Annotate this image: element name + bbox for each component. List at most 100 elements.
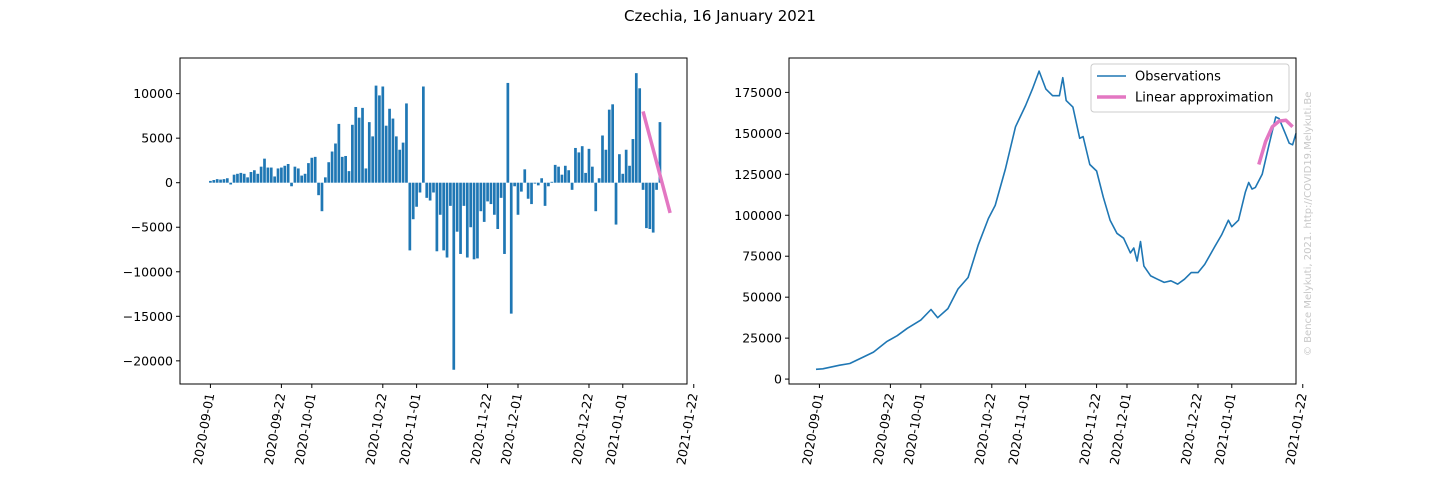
x-tick-label: 2020-12-01 — [498, 392, 525, 466]
bar — [567, 170, 571, 183]
y-tick-label: 75000 — [742, 249, 782, 264]
y-tick-label: 0 — [165, 175, 173, 190]
bar — [536, 182, 540, 186]
bar — [290, 182, 293, 187]
bar — [557, 166, 560, 183]
bar — [266, 167, 270, 183]
bar — [455, 182, 459, 232]
y-tick-label: 10000 — [133, 86, 173, 101]
bar — [465, 182, 469, 258]
bar — [591, 166, 594, 183]
bar — [469, 182, 473, 228]
x-tick-label: 2020-09-22 — [261, 392, 288, 466]
bar — [300, 175, 304, 183]
bar — [293, 166, 297, 183]
bar — [597, 178, 601, 183]
bar — [364, 168, 368, 183]
legend: Observations Linear approximation — [1090, 63, 1290, 113]
x-tick-label: 2020-11-01 — [396, 392, 423, 466]
bar — [330, 151, 334, 183]
bar — [347, 171, 351, 183]
approximation-line — [641, 110, 672, 214]
bar — [489, 182, 493, 205]
bar — [296, 168, 300, 183]
bar — [607, 109, 611, 183]
bar — [628, 165, 631, 183]
bar — [472, 182, 476, 260]
bar — [394, 136, 398, 183]
y-tick-label: −5000 — [131, 220, 173, 235]
figure-title: Czechia, 16 January 2021 — [624, 7, 816, 25]
y-tick-label: −15000 — [123, 309, 173, 324]
y-tick-label: 5000 — [141, 131, 173, 146]
bar — [604, 149, 608, 183]
bar — [506, 82, 510, 183]
bar — [320, 182, 324, 212]
bar — [303, 173, 307, 183]
bar — [570, 182, 574, 190]
bar — [337, 123, 341, 183]
bar — [438, 182, 442, 215]
bar — [283, 165, 287, 183]
y-tick-label: −10000 — [123, 264, 173, 279]
bar — [381, 86, 385, 183]
observations-line — [815, 70, 1297, 371]
bar — [462, 182, 466, 206]
bar — [323, 177, 327, 183]
bar — [658, 122, 662, 183]
bar — [273, 176, 276, 183]
bar — [492, 182, 496, 215]
x-tick-label: 2020-10-22 — [362, 392, 389, 466]
bar — [415, 182, 418, 207]
bar — [351, 124, 354, 183]
bar — [550, 181, 554, 183]
bar — [543, 182, 547, 206]
x-tick-label: 2021-01-01 — [602, 392, 629, 466]
bar — [655, 182, 658, 190]
legend-label: Observations — [1135, 70, 1221, 85]
bar — [246, 177, 249, 183]
bar — [547, 182, 550, 187]
bar — [239, 172, 243, 183]
bar — [354, 106, 358, 183]
plot-frame — [788, 57, 1297, 385]
bar — [269, 167, 273, 183]
bar — [391, 118, 395, 183]
bar — [263, 158, 266, 183]
y-tick-label: −20000 — [123, 353, 173, 368]
bar — [526, 182, 530, 199]
bar — [276, 168, 280, 183]
bar — [503, 182, 506, 254]
bar — [574, 147, 577, 183]
bar — [479, 182, 483, 212]
bar — [618, 154, 621, 183]
bar — [651, 182, 655, 233]
bar — [486, 182, 489, 202]
bar — [253, 170, 256, 183]
bar — [449, 182, 452, 206]
bar — [428, 182, 432, 201]
bar — [236, 173, 239, 183]
bar — [641, 182, 645, 190]
bar — [513, 182, 516, 187]
bar — [638, 88, 642, 183]
y-tick-label: 175000 — [734, 85, 782, 100]
legend-box — [1090, 63, 1290, 113]
bar — [222, 179, 226, 183]
bar — [432, 182, 435, 193]
bar — [422, 86, 425, 183]
bar — [621, 173, 625, 183]
bar — [601, 135, 604, 183]
bar — [445, 182, 449, 258]
bar — [496, 182, 500, 230]
bar — [614, 182, 618, 225]
bar — [374, 85, 378, 183]
bar — [624, 149, 628, 183]
bar — [594, 182, 598, 212]
bar — [344, 155, 347, 183]
y-tick-label: 125000 — [734, 167, 782, 182]
bar — [313, 156, 317, 183]
bar — [367, 122, 371, 183]
x-tick-label: 2021-01-01 — [1211, 392, 1238, 466]
